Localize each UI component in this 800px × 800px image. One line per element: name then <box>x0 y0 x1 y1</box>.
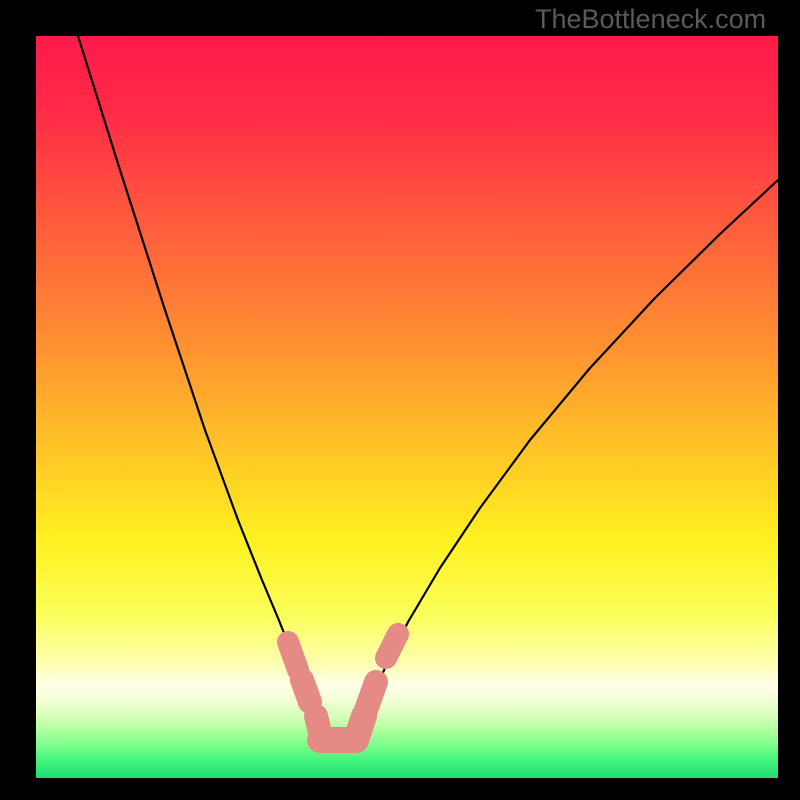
valley-marker-segment <box>386 634 398 658</box>
valley-marker-segment <box>288 642 298 670</box>
right-bottleneck-curve <box>355 180 778 750</box>
valley-markers-group <box>288 634 398 740</box>
valley-marker-segment <box>302 680 310 702</box>
chart-canvas: TheBottleneck.com <box>0 0 800 800</box>
watermark-text: TheBottleneck.com <box>535 4 766 35</box>
chart-curve-layer <box>0 0 800 800</box>
valley-marker-segment <box>366 682 376 710</box>
